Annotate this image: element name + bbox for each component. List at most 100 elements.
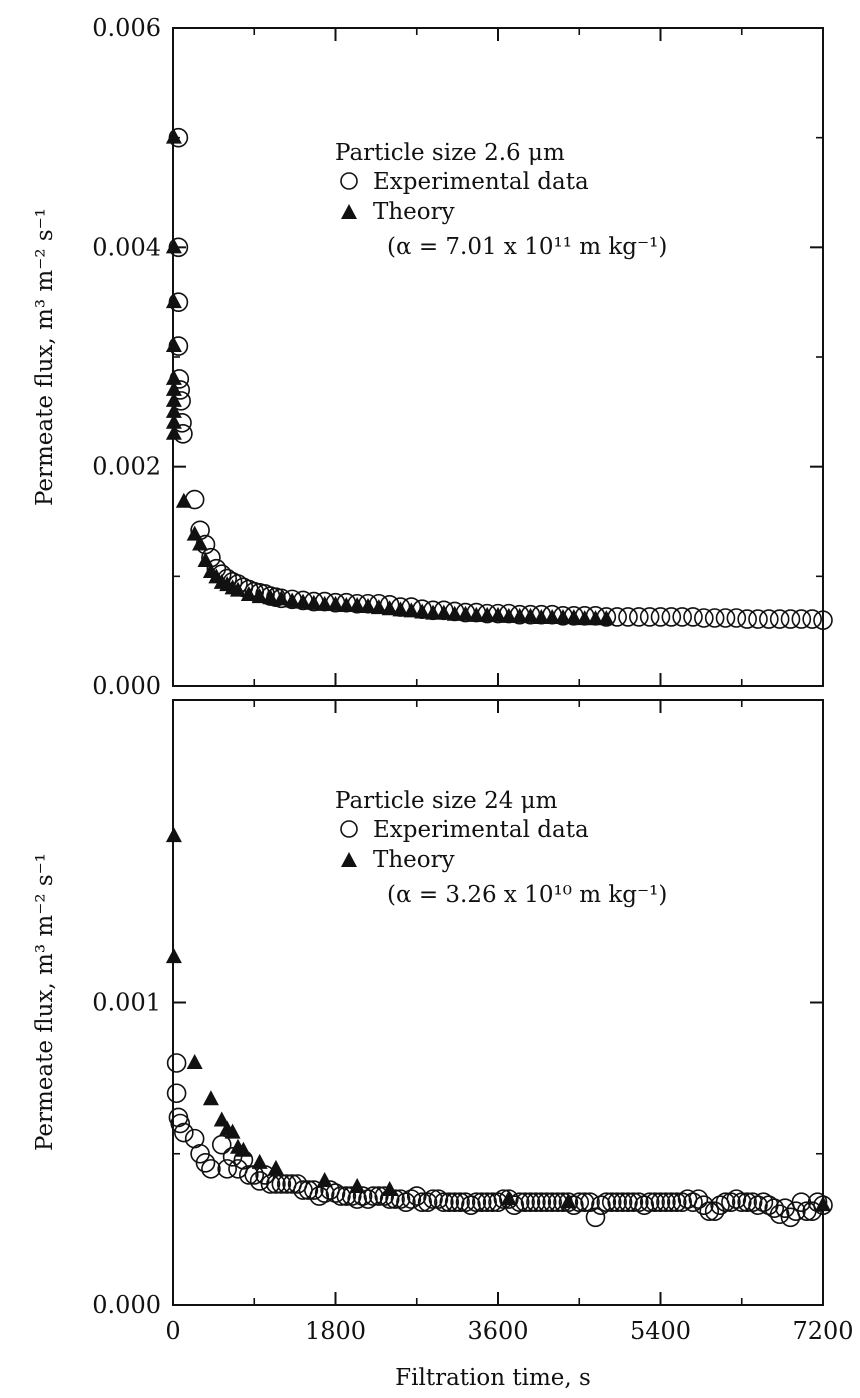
- theory-point: [240, 585, 257, 601]
- theory-point: [165, 391, 182, 407]
- theory-point: [500, 1190, 517, 1206]
- experimental-point: [401, 1189, 422, 1209]
- experimental-point: [412, 1192, 432, 1212]
- experimental-point: [439, 1192, 460, 1212]
- experimental-point: [769, 609, 790, 629]
- theory-point: [197, 551, 214, 567]
- theory-point: [165, 402, 182, 418]
- experimental-point: [650, 607, 671, 627]
- experimental-point: [471, 1192, 492, 1212]
- theory-point: [165, 238, 182, 254]
- legend-title: Particle size 2.6 μm: [335, 140, 565, 166]
- experimental-point: [780, 609, 801, 629]
- legend-alpha: (α = 7.01 x 10¹¹ m kg⁻¹): [387, 234, 667, 260]
- theory-point: [273, 590, 290, 606]
- experimental-point: [536, 1192, 557, 1212]
- experimental-point: [455, 1192, 476, 1212]
- experimental-point: [385, 1189, 405, 1209]
- theory-point: [598, 610, 615, 626]
- experimental-point: [461, 1195, 481, 1215]
- theory-point: [235, 1141, 252, 1157]
- theory-point: [587, 610, 604, 626]
- experimental-point: [683, 607, 703, 627]
- experimental-point: [390, 1189, 411, 1209]
- bottom-panel: 0 1800 3600 5400 7200 0.000 0.001 Permeate flux…: [32, 699, 854, 1345]
- theory-point: [213, 1111, 230, 1127]
- theory-point: [165, 369, 182, 385]
- experimental-point: [639, 1192, 660, 1212]
- theory-point: [230, 581, 246, 597]
- theory-point: [165, 337, 182, 353]
- experimental-point: [352, 1186, 373, 1206]
- experimental-point: [531, 1192, 552, 1212]
- experimental-point: [298, 1180, 319, 1200]
- x-tick-label: 5400: [630, 1317, 691, 1345]
- experimental-point: [764, 1198, 785, 1218]
- experimental-point: [195, 1153, 216, 1173]
- theory-point: [186, 525, 203, 541]
- theory-point: [327, 595, 344, 611]
- experimental-point: [358, 1189, 378, 1209]
- theory-point: [522, 607, 539, 623]
- experimental-point: [694, 1195, 714, 1215]
- x-tick-label: 3600: [467, 1317, 528, 1345]
- experimental-point: [661, 1192, 682, 1212]
- theory-point: [560, 1193, 577, 1209]
- experimental-point: [271, 1174, 292, 1194]
- experimental-point: [769, 1204, 790, 1225]
- y-axis-title: Permeate flux, m³ m⁻² s⁻¹: [32, 208, 58, 506]
- experimental-point: [629, 1192, 649, 1212]
- experimental-point: [526, 1192, 546, 1212]
- experimental-point: [239, 1165, 259, 1185]
- experimental-point: [482, 1192, 503, 1212]
- experimental-point: [585, 1207, 606, 1228]
- theory-point: [425, 604, 441, 620]
- theory-point: [500, 607, 517, 623]
- experimental-point: [704, 608, 725, 628]
- experimental-point: [748, 609, 768, 629]
- theory-point: [202, 1090, 219, 1106]
- theory-point: [165, 413, 182, 429]
- experimental-point: [477, 1192, 497, 1212]
- theory-point: [284, 592, 301, 608]
- theory-point: [316, 1171, 333, 1187]
- theory-point: [262, 589, 279, 605]
- y-tick-label: 0.000: [92, 672, 161, 700]
- legend-alpha: (α = 3.26 x 10¹⁰ m kg⁻¹): [387, 882, 667, 908]
- experimental-point: [759, 609, 779, 629]
- experimental-point: [672, 1192, 692, 1212]
- experimental-point: [325, 1183, 346, 1203]
- experimental-point: [504, 1195, 525, 1215]
- experimental-point: [166, 1083, 187, 1104]
- legend-exp-marker: [340, 172, 358, 190]
- x-tick-label: 7200: [792, 1317, 853, 1345]
- experimental-point: [363, 1186, 384, 1206]
- legend-theory-label: Theory: [373, 847, 455, 873]
- experimental-point: [683, 1192, 703, 1212]
- experimental-point: [753, 1192, 774, 1212]
- x-tick-label: 1800: [305, 1317, 366, 1345]
- theory-point: [555, 609, 571, 625]
- experimental-point: [331, 1186, 351, 1206]
- theory-point: [565, 609, 582, 625]
- theory-point: [165, 128, 182, 144]
- y-tick-label: 0.002: [92, 453, 161, 481]
- experimental-point: [450, 1192, 470, 1212]
- theory-point: [479, 606, 496, 622]
- experimental-point: [661, 607, 682, 627]
- theory-point: [251, 588, 268, 604]
- experimental-point: [672, 607, 692, 627]
- experimental-point: [434, 1192, 454, 1212]
- experimental-point: [612, 1192, 633, 1212]
- experimental-point: [694, 608, 714, 628]
- experimental-point: [396, 1192, 416, 1212]
- experimental-point: [374, 1186, 395, 1206]
- legend-exp-label: Experimental data: [373, 817, 589, 843]
- experimental-point: [715, 608, 736, 628]
- experimental-point: [688, 1189, 709, 1209]
- theory-point: [533, 609, 550, 625]
- theory-point: [392, 601, 409, 617]
- theory-point: [576, 610, 593, 626]
- theory-point: [815, 1196, 831, 1212]
